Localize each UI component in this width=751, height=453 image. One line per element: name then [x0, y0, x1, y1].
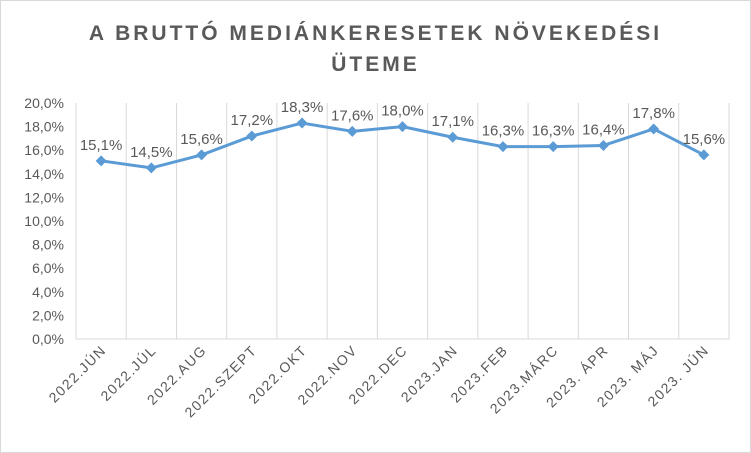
y-tick-label: 8,0% [32, 237, 64, 253]
data-point-marker [447, 131, 459, 143]
data-label: 17,1% [431, 113, 474, 130]
data-point-marker [648, 123, 660, 135]
data-label: 18,0% [381, 103, 424, 120]
data-label: 17,6% [331, 107, 374, 124]
chart-title-line-1: A BRUTTÓ MEDIÁNKERESETEK NÖVEKEDÉSI [88, 22, 663, 45]
data-label: 17,8% [632, 105, 675, 122]
y-tick-label: 4,0% [32, 284, 64, 300]
data-point-marker [597, 139, 609, 151]
data-label: 17,2% [231, 112, 274, 129]
chart-title-line-2: ÜTEME [331, 53, 420, 76]
data-point-marker [497, 141, 509, 153]
data-label: 16,3% [482, 123, 525, 140]
data-label: 14,5% [130, 144, 173, 161]
data-point-marker [547, 141, 559, 153]
data-label: 15,1% [80, 137, 123, 154]
data-point-marker [698, 149, 710, 161]
y-tick-label: 10,0% [24, 213, 64, 229]
y-tick-label: 12,0% [24, 189, 64, 205]
data-label: 18,3% [281, 99, 324, 116]
data-point-marker [296, 117, 308, 129]
y-tick-label: 0,0% [32, 331, 64, 347]
y-tick-label: 20,0% [24, 95, 64, 111]
y-tick-label: 6,0% [32, 260, 64, 276]
data-point-marker [246, 130, 258, 142]
data-label: 16,4% [582, 121, 625, 138]
y-tick-label: 2,0% [32, 307, 64, 323]
y-tick-label: 14,0% [24, 166, 64, 182]
chart-title: A BRUTTÓ MEDIÁNKERESETEK NÖVEKEDÉSI ÜTEM… [0, 18, 751, 80]
data-label: 15,6% [683, 131, 726, 148]
y-tick-label: 18,0% [24, 119, 64, 135]
data-point-marker [95, 155, 107, 167]
data-label: 15,6% [180, 131, 223, 148]
data-label: 16,3% [532, 123, 575, 140]
data-point-marker [196, 149, 208, 161]
data-point-marker [346, 125, 358, 137]
data-point-marker [145, 162, 157, 174]
y-tick-label: 16,0% [24, 142, 64, 158]
data-point-marker [397, 121, 408, 133]
